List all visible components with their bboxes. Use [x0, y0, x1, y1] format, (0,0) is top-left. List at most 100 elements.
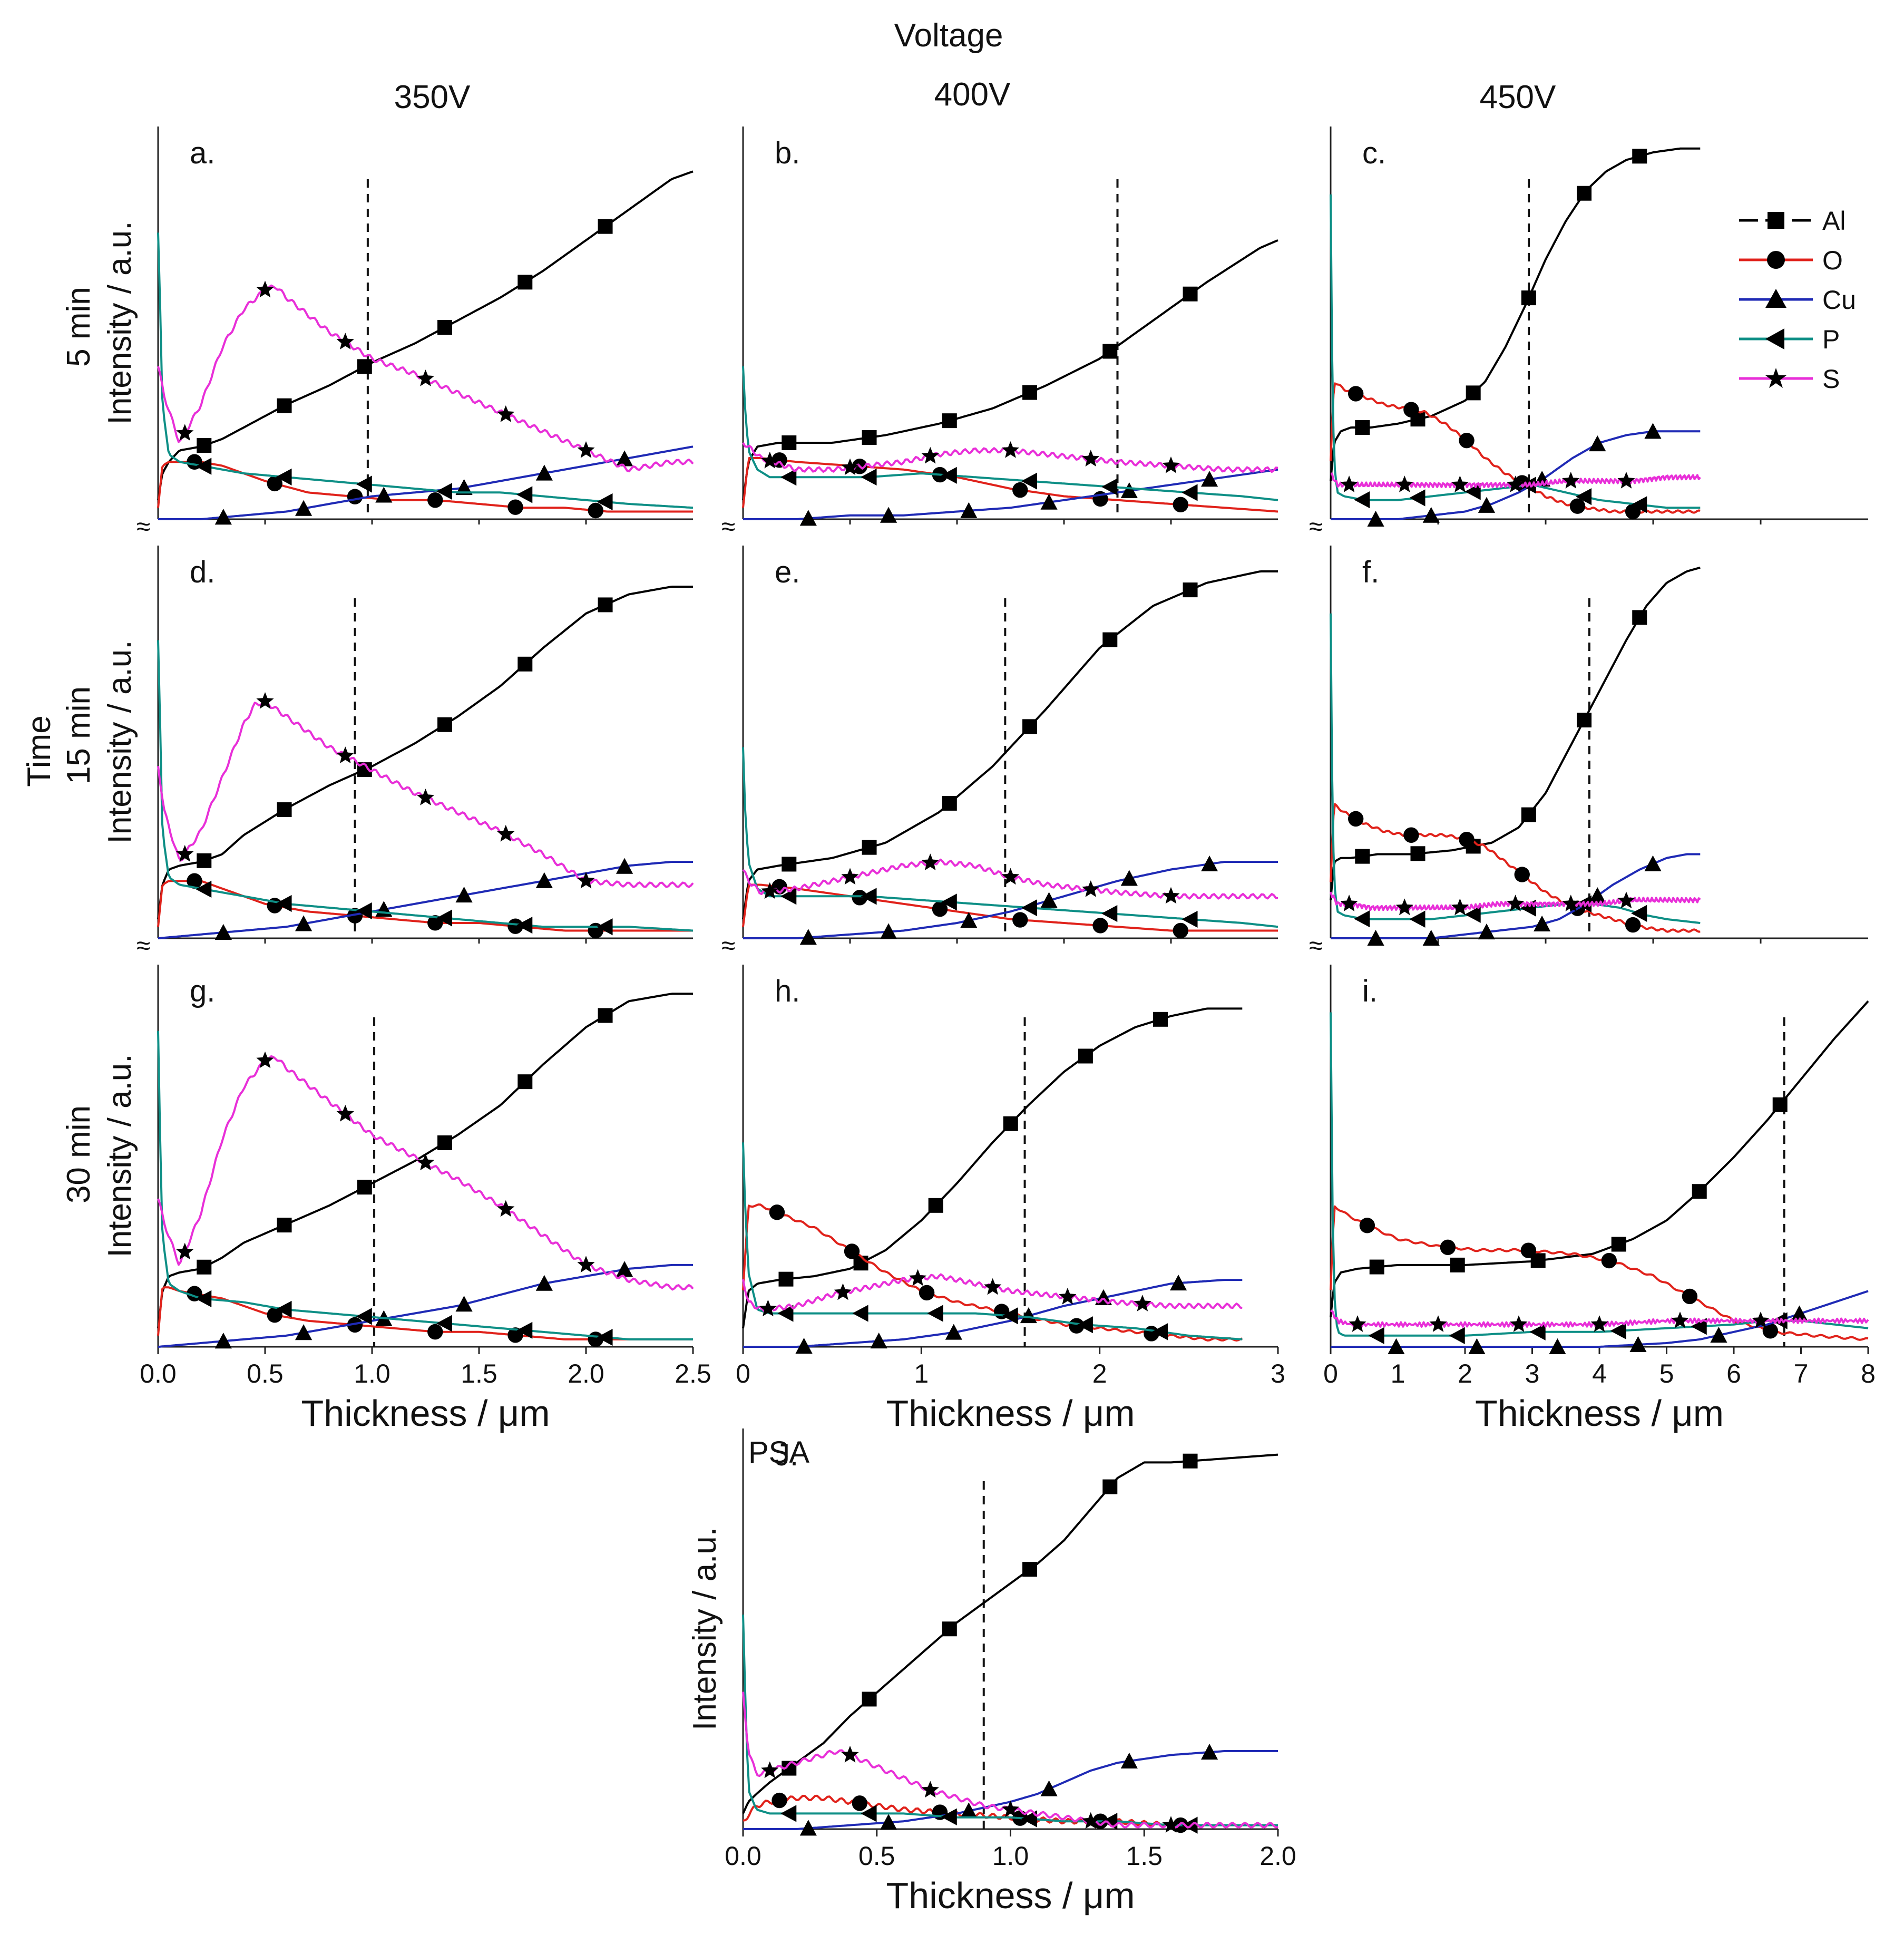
marker-h-s-0 [759, 1299, 777, 1317]
marker-e-o-2 [932, 901, 948, 917]
marker-c-p-2 [1464, 483, 1481, 500]
marker-j-cu-2 [960, 1802, 978, 1819]
marker-i-s-1 [1429, 1315, 1447, 1332]
marker-g-al-2 [357, 1180, 372, 1195]
marker-c-p-0 [1354, 491, 1370, 509]
panel-label-c: c. [1362, 136, 1386, 170]
marker-a-p-0 [196, 458, 212, 475]
marker-j-s-2 [921, 1781, 939, 1798]
marker-i-al-4 [1692, 1184, 1707, 1199]
marker-e-s-4 [1082, 880, 1100, 897]
y-axis-title-a: Intensity / a.u. [102, 221, 138, 425]
marker-f-al-1 [1410, 846, 1425, 861]
marker-d-s-3 [416, 789, 435, 805]
marker-c-o-2 [1459, 432, 1475, 449]
marker-c-o-4 [1569, 498, 1586, 514]
marker-h-al-2 [928, 1198, 943, 1213]
marker-b-al-3 [1022, 385, 1038, 400]
series-h-o [742, 1203, 1243, 1342]
marker-b-s-0 [761, 451, 779, 469]
time-title: Time [21, 715, 57, 786]
x-tick-label-i-6: 6 [1726, 1359, 1741, 1388]
marker-f-cu-0 [1367, 929, 1384, 946]
marker-e-cu-2 [960, 912, 978, 928]
panel-label-f: f. [1362, 555, 1379, 589]
marker-i-cu-0 [1388, 1338, 1405, 1354]
x-tick-label-g-3: 1.5 [461, 1359, 497, 1388]
panels-group: a. Intensity / a.u. ≈ b. ≈ c. ≈ d. Intensity / a… [102, 127, 1876, 1916]
marker-h-al-5 [1153, 1012, 1168, 1027]
marker-b-al-4 [1102, 344, 1118, 359]
marker-h-p-1 [852, 1305, 868, 1322]
marker-c-al-0 [1355, 420, 1370, 435]
marker-c-cu-1 [1422, 507, 1440, 523]
marker-a-o-5 [588, 502, 603, 519]
marker-e-al-0 [782, 857, 797, 872]
x-tick-label-j-1: 0.5 [858, 1841, 895, 1871]
marker-g-al-5 [598, 1008, 613, 1023]
series-a-o [157, 461, 693, 513]
marker-f-p-5 [1631, 905, 1647, 922]
psa-label: PSA [748, 1435, 809, 1470]
marker-h-al-1 [853, 1256, 868, 1271]
marker-i-cu-5 [1791, 1305, 1808, 1321]
axis-break-f: ≈ [1309, 932, 1323, 960]
marker-a-al-4 [518, 275, 533, 290]
marker-f-al-4 [1577, 713, 1592, 728]
axis-break-b: ≈ [721, 513, 735, 541]
marker-g-cu-4 [535, 1275, 553, 1291]
marker-e-p-1 [861, 888, 877, 905]
marker-g-s-2 [336, 1105, 354, 1122]
series-j-p [742, 1614, 1278, 1826]
marker-a-cu-5 [616, 450, 633, 467]
legend-item-p: P [1739, 325, 1840, 354]
marker-a-o-4 [507, 499, 523, 515]
marker-c-p-1 [1409, 489, 1425, 507]
marker-i-cu-4 [1710, 1327, 1727, 1343]
panel-label-h: h. [775, 974, 800, 1008]
marker-f-cu-4 [1589, 887, 1606, 903]
marker-j-s-4 [1082, 1812, 1100, 1829]
axis-break-a: ≈ [136, 513, 150, 541]
x-tick-label-i-8: 8 [1861, 1359, 1876, 1388]
legend-marker-p [1765, 328, 1784, 349]
marker-h-cu-1 [870, 1333, 887, 1349]
marker-f-s-4 [1562, 895, 1580, 911]
marker-b-s-2 [921, 446, 939, 464]
marker-b-cu-4 [1120, 482, 1138, 499]
marker-g-o-2 [347, 1317, 363, 1333]
marker-c-al-2 [1466, 385, 1481, 401]
marker-c-s-0 [1340, 475, 1358, 492]
marker-b-p-0 [780, 469, 797, 486]
marker-a-al-3 [437, 320, 453, 335]
legend-label-cu: Cu [1822, 285, 1856, 315]
panel-f: f. ≈ [1309, 546, 1868, 960]
marker-i-s-2 [1510, 1315, 1528, 1332]
marker-c-p-5 [1631, 496, 1647, 513]
series-b-o [742, 457, 1278, 513]
axis-break-e: ≈ [721, 932, 735, 960]
marker-j-cu-1 [880, 1814, 897, 1830]
x-tick-label-g-5: 2.5 [675, 1359, 711, 1388]
marker-f-al-0 [1355, 849, 1370, 864]
marker-g-s-4 [497, 1200, 515, 1217]
marker-i-p-0 [1368, 1327, 1384, 1344]
series-a-cu [158, 445, 694, 520]
marker-c-cu-4 [1589, 435, 1606, 452]
marker-g-s-3 [416, 1153, 435, 1171]
marker-f-o-0 [1348, 811, 1364, 827]
marker-f-cu-2 [1478, 923, 1496, 940]
marker-j-o-0 [772, 1792, 787, 1809]
marker-c-p-4 [1575, 488, 1592, 506]
marker-e-p-3 [1021, 899, 1038, 917]
marker-d-p-0 [196, 880, 212, 898]
marker-d-p-4 [516, 917, 533, 934]
marker-b-s-3 [1001, 441, 1020, 458]
marker-i-p-1 [1449, 1327, 1465, 1344]
row-header-15min: 15 min [61, 686, 97, 784]
marker-i-o-4 [1682, 1288, 1698, 1305]
marker-g-p-1 [276, 1300, 292, 1318]
series-e-p [742, 747, 1278, 928]
legend-label-o: O [1822, 246, 1843, 275]
panel-b: b. ≈ [721, 127, 1278, 541]
